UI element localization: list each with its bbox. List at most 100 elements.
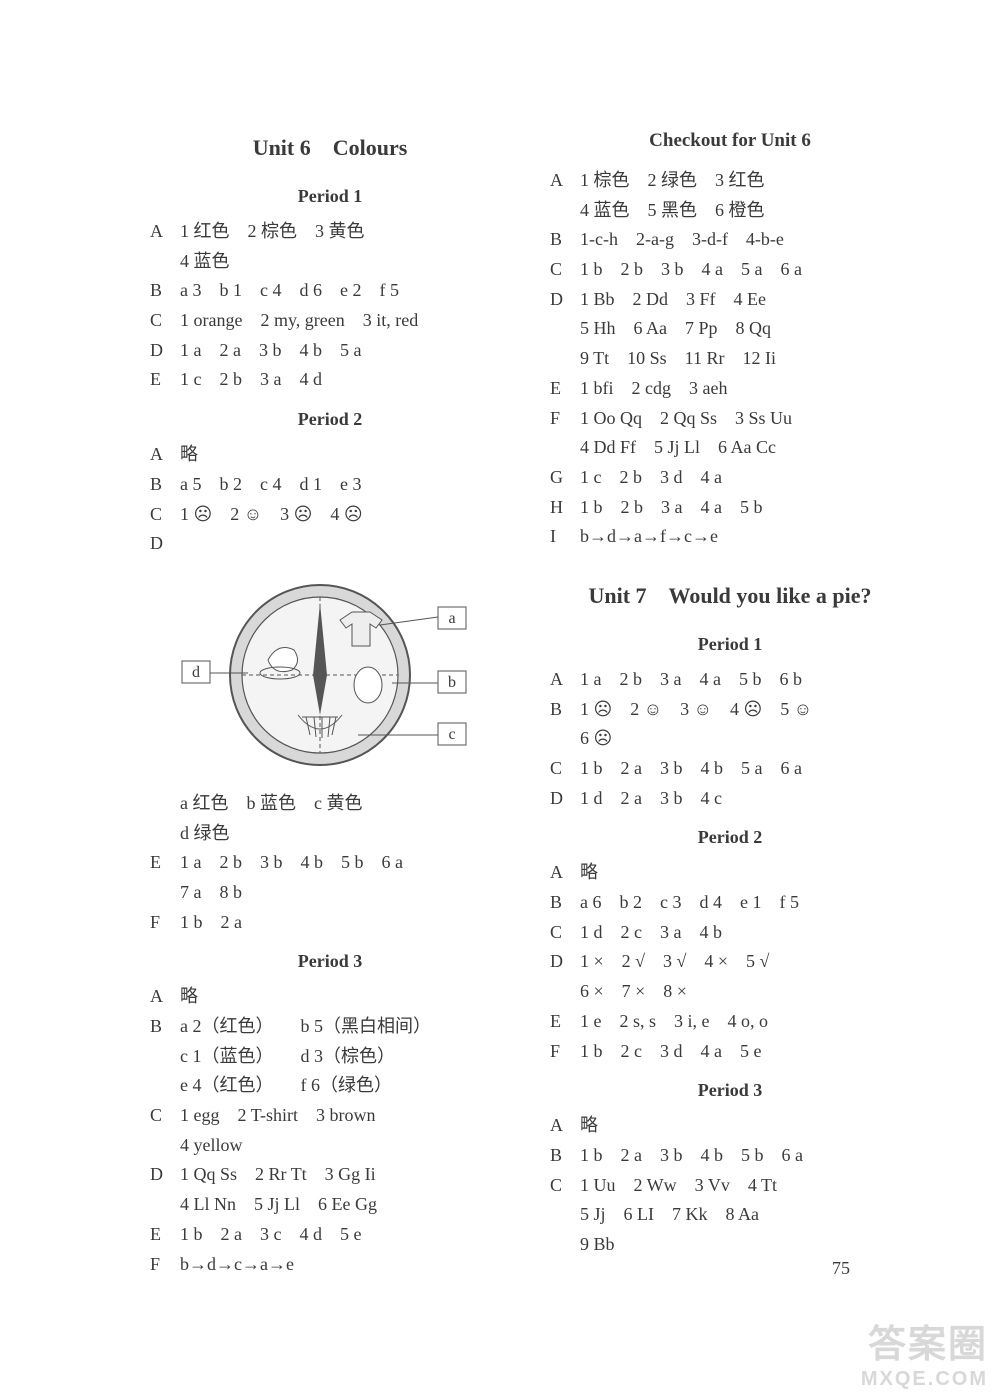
row-content: 1 b 2 a 3 b 4 b 5 b 6 a	[580, 1141, 910, 1171]
answer-row: D1 a 2 a 3 b 4 b 5 a	[150, 336, 510, 366]
answer-row: C1 b 2 b 3 b 4 a 5 a 6 a	[550, 255, 910, 285]
row-content: 1-c-h 2-a-g 3-d-f 4-b-e	[580, 225, 910, 255]
answer-row: G1 c 2 b 3 d 4 a	[550, 463, 910, 493]
diagram-label-c: c	[448, 726, 455, 743]
answer-row: E1 c 2 b 3 a 4 d	[150, 365, 510, 395]
row-content: 1 egg 2 T-shirt 3 brown	[180, 1101, 510, 1131]
row-label: E	[550, 1007, 580, 1037]
row-content: 1 × 2 √ 3 √ 4 × 5 √	[580, 947, 910, 977]
row-content: 略	[580, 1111, 910, 1141]
row-label: F	[550, 404, 580, 434]
row-label: C	[550, 754, 580, 784]
row-label: G	[550, 463, 580, 493]
row-content: 1 ☹ 2 ☺ 3 ☺ 4 ☹ 5 ☺	[580, 695, 910, 725]
row-content: 1 a 2 b 3 a 4 a 5 b 6 b	[580, 665, 910, 695]
answer-row: B1 ☹ 2 ☺ 3 ☺ 4 ☹ 5 ☺	[550, 695, 910, 725]
row-content: 1 orange 2 my, green 3 it, red	[180, 306, 510, 336]
diagram-label-b: b	[448, 674, 456, 691]
row-label: I	[550, 522, 580, 552]
answer-row: F1 b 2 a	[150, 908, 510, 938]
row-label: C	[150, 500, 180, 530]
row-content: 1 b 2 b 3 b 4 a 5 a 6 a	[580, 255, 910, 285]
answer-row: E1 b 2 a 3 c 4 d 5 e	[150, 1220, 510, 1250]
row-content: 5 Jj 6 LI 7 Kk 8 Aa	[580, 1200, 910, 1230]
row-label: A	[550, 1111, 580, 1141]
answer-row: C1 d 2 c 3 a 4 b	[550, 918, 910, 948]
row-label: B	[550, 695, 580, 725]
row-content	[180, 529, 510, 559]
row-content: 6 × 7 × 8 ×	[580, 977, 910, 1007]
row-label: A	[150, 440, 180, 470]
answer-row: B1-c-h 2-a-g 3-d-f 4-b-e	[550, 225, 910, 255]
row-content: 1 d 2 a 3 b 4 c	[580, 784, 910, 814]
row-content: 略	[580, 858, 910, 888]
row-content: 9 Bb	[580, 1230, 910, 1260]
answer-row: E1 a 2 b 3 b 4 b 5 b 6 a	[150, 848, 510, 878]
row-content: 1 Uu 2 Ww 3 Vv 4 Tt	[580, 1171, 910, 1201]
row-content: 1 b 2 c 3 d 4 a 5 e	[580, 1037, 910, 1067]
row-label: C	[150, 306, 180, 336]
row-content: 1 ☹ 2 ☺ 3 ☹ 4 ☹	[180, 500, 510, 530]
row-label: C	[550, 1171, 580, 1201]
row-content: 1 Bb 2 Dd 3 Ff 4 Ee	[580, 285, 910, 315]
answer-row: Ba 6 b 2 c 3 d 4 e 1 f 5	[550, 888, 910, 918]
row-content: 1 c 2 b 3 d 4 a	[580, 463, 910, 493]
answer-row: C1 Uu 2 Ww 3 Vv 4 Tt	[550, 1171, 910, 1201]
answer-row: F1 Oo Qq 2 Qq Ss 3 Ss Uu	[550, 404, 910, 434]
answer-row: D1 Qq Ss 2 Rr Tt 3 Gg Ii	[150, 1160, 510, 1190]
answer-row: H1 b 2 b 3 a 4 a 5 b	[550, 493, 910, 523]
row-label: B	[150, 470, 180, 500]
row-label: D	[550, 784, 580, 814]
row-content: 1 d 2 c 3 a 4 b	[580, 918, 910, 948]
row-content: 1 c 2 b 3 a 4 d	[180, 365, 510, 395]
row-label: B	[150, 1012, 180, 1042]
answer-row: C1 orange 2 my, green 3 it, red	[150, 306, 510, 336]
row-content: 1 红色 2 棕色 3 黄色	[180, 217, 510, 247]
diagram-caption: a 红色 b 蓝色 c 黄色	[180, 789, 510, 819]
answer-row: Ba 5 b 2 c 4 d 1 e 3	[150, 470, 510, 500]
row-label: E	[150, 848, 180, 878]
answer-row: C1 egg 2 T-shirt 3 brown	[150, 1101, 510, 1131]
answer-row: A略	[550, 1111, 910, 1141]
row-label: H	[550, 493, 580, 523]
row-label: D	[150, 1160, 180, 1190]
answer-row: Ba 3 b 1 c 4 d 6 e 2 f 5	[150, 276, 510, 306]
row-content: 5 Hh 6 Aa 7 Pp 8 Qq	[580, 314, 910, 344]
row-content: 1 bfi 2 cdg 3 aeh	[580, 374, 910, 404]
row-label: D	[150, 336, 180, 366]
row-content: 略	[180, 982, 510, 1012]
row-content: 1 b 2 a 3 c 4 d 5 e	[180, 1220, 510, 1250]
answer-row: F1 b 2 c 3 d 4 a 5 e	[550, 1037, 910, 1067]
row-label: C	[150, 1101, 180, 1131]
row-content: 1 a 2 a 3 b 4 b 5 a	[180, 336, 510, 366]
row-content: 4 Ll Nn 5 Jj Ll 6 Ee Gg	[180, 1190, 510, 1220]
row-label: D	[150, 529, 180, 559]
u6-period3-title: Period 3	[150, 951, 510, 972]
diagram-label-a: a	[448, 610, 455, 627]
row-label: C	[550, 918, 580, 948]
answer-row: D1 Bb 2 Dd 3 Ff 4 Ee	[550, 285, 910, 315]
row-content: 9 Tt 10 Ss 11 Rr 12 Ii	[580, 344, 910, 374]
unit6-title: Unit 6 Colours	[150, 130, 510, 162]
row-label: F	[550, 1037, 580, 1067]
answer-row: Ib→d→a→f→c→e	[550, 522, 910, 552]
u7-period3-title: Period 3	[550, 1080, 910, 1101]
row-label: E	[550, 374, 580, 404]
row-content: 1 a 2 b 3 b 4 b 5 b 6 a	[180, 848, 510, 878]
row-label: A	[550, 665, 580, 695]
row-label: B	[550, 1141, 580, 1171]
row-content: 1 b 2 a 3 b 4 b 5 a 6 a	[580, 754, 910, 784]
right-column: Checkout for Unit 6 A1 棕色 2 绿色 3 红色 4 蓝色…	[550, 130, 910, 1279]
row-label: A	[150, 217, 180, 247]
answer-row: A1 红色 2 棕色 3 黄色	[150, 217, 510, 247]
row-content: a 2（红色） b 5（黑白相间）	[180, 1012, 510, 1042]
row-label: E	[150, 365, 180, 395]
row-content: e 4（红色） f 6（绿色）	[180, 1071, 510, 1101]
row-label: D	[550, 947, 580, 977]
checkout-title: Checkout for Unit 6	[550, 130, 910, 152]
row-label: E	[150, 1220, 180, 1250]
row-content: 1 b 2 b 3 a 4 a 5 b	[580, 493, 910, 523]
row-content: 4 蓝色	[180, 247, 510, 277]
row-label: B	[550, 888, 580, 918]
row-content: c 1（蓝色） d 3（棕色）	[180, 1042, 510, 1072]
